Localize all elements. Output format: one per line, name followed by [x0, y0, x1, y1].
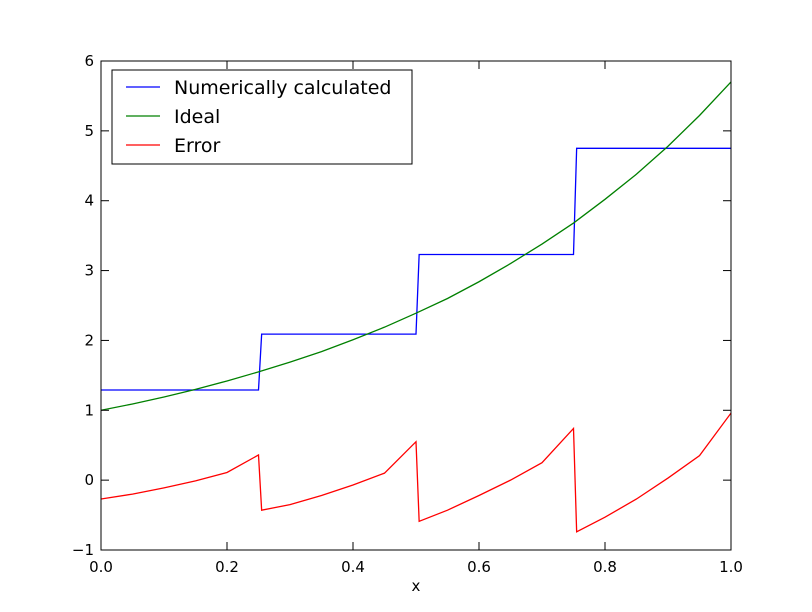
- y-tick-label: 0: [84, 471, 94, 489]
- x-tick-label: 0.4: [341, 558, 365, 576]
- y-tick-label: 1: [84, 401, 94, 419]
- x-tick-label: 0.2: [215, 558, 239, 576]
- series-line-2: [101, 81, 731, 411]
- series-layer: [101, 81, 731, 533]
- y-tick-label: 4: [84, 192, 94, 210]
- legend-label: Ideal: [174, 106, 220, 128]
- x-tick-label: 0.6: [467, 558, 491, 576]
- series-line-3: [101, 412, 731, 533]
- legend: Numerically calculated Ideal Error: [111, 69, 413, 165]
- y-tick-label: 3: [84, 262, 94, 280]
- legend-label: Error: [174, 135, 221, 157]
- x-axis-title: x: [412, 577, 421, 595]
- y-tick-label: 2: [84, 331, 94, 349]
- legend-box: [111, 69, 413, 165]
- ticks-layer: 0.0 0.2 0.4 0.6 0.8 1.0 −1 0 1 2 3 4 5 6: [72, 52, 743, 576]
- x-tick-label: 0.0: [89, 558, 113, 576]
- axes-frame: [100, 60, 732, 551]
- y-tick-label: 5: [84, 122, 94, 140]
- x-tick-label: 0.8: [593, 558, 617, 576]
- legend-label: Numerically calculated: [174, 77, 391, 99]
- x-tick-label: 1.0: [719, 558, 743, 576]
- y-tick-label: 6: [84, 52, 94, 70]
- y-tick-label: −1: [72, 541, 94, 559]
- series-line-1: [101, 147, 731, 391]
